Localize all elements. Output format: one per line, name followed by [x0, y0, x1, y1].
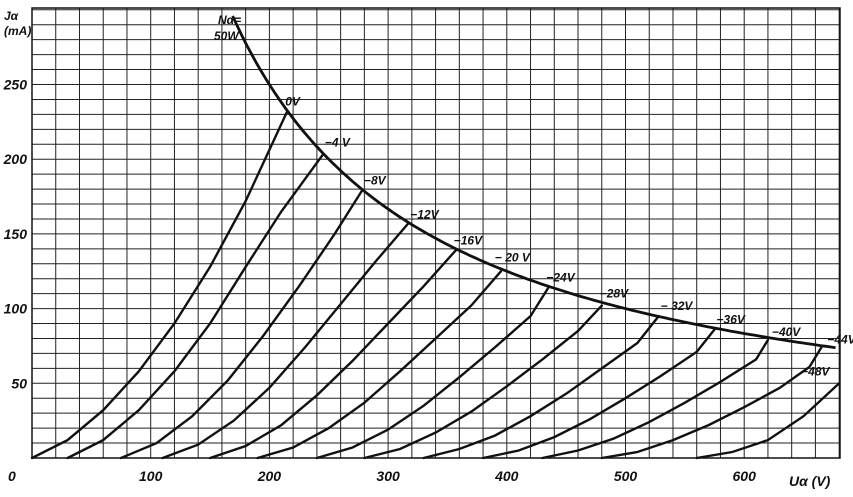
curve-label: −36V [717, 313, 746, 327]
plate-curve [161, 222, 410, 460]
curve-label: −4 V [325, 136, 351, 150]
x-tick-label: 100 [139, 468, 163, 484]
curve-label: − 32V [661, 299, 694, 313]
plate-curve [422, 314, 660, 460]
plate-curve [30, 110, 289, 460]
axis-ticks: 100 200 300 400 500 600 50 100 150 200 250 [3, 77, 756, 485]
curve-label: −48V [801, 364, 830, 378]
plate-curve [481, 328, 716, 460]
y-axis-unit: (mA) [4, 24, 31, 38]
x-tick-label: 600 [733, 468, 757, 484]
x-axis-label: Uα (V) [789, 473, 831, 489]
plate-curves [30, 110, 841, 460]
plate-curve [315, 286, 550, 460]
x-tick-label: 200 [257, 468, 282, 484]
curve-label: − 20 V [495, 250, 531, 264]
x-tick-label: 500 [614, 468, 638, 484]
curve-label: −8V [364, 174, 387, 188]
plate-curve [695, 382, 841, 460]
curve-label: −40V [772, 325, 801, 339]
x-tick-label: 300 [376, 468, 400, 484]
curve-label: −24V [546, 271, 575, 285]
plate-curve [541, 338, 770, 460]
curve-label: −16V [454, 233, 483, 247]
x-tick-label: 400 [494, 468, 519, 484]
y-axis-label: Jα [4, 9, 19, 23]
plate-curve [600, 346, 823, 460]
y-tick-label: 250 [3, 77, 28, 93]
power-limit-curve [231, 15, 836, 350]
power-limit-hyperbola [231, 15, 836, 350]
curve-label: −44V [827, 332, 853, 346]
curve-label: −12V [410, 207, 439, 221]
y-tick-label: 150 [4, 226, 28, 242]
grid [31, 7, 841, 459]
curve-label: 0V [285, 94, 301, 108]
origin-label: 0 [8, 468, 16, 484]
y-tick-label: 50 [11, 375, 27, 391]
plate-curve [66, 153, 324, 460]
plate-curve [208, 249, 457, 460]
limit-curve-power: 50W [214, 29, 240, 43]
y-tick-label: 100 [4, 301, 28, 317]
plot-frame [31, 7, 841, 459]
curve-label: −28V [600, 287, 629, 301]
curve-labels: 0V −4 V −8V −12V −16V − 20 V −24V −28V − 32V −36V… [285, 94, 853, 378]
plate-curve [363, 304, 603, 460]
limit-curve-label: Nα= [218, 13, 241, 27]
plate-curve [256, 270, 503, 460]
y-tick-label: 200 [3, 151, 28, 167]
plate-curve [119, 189, 364, 460]
